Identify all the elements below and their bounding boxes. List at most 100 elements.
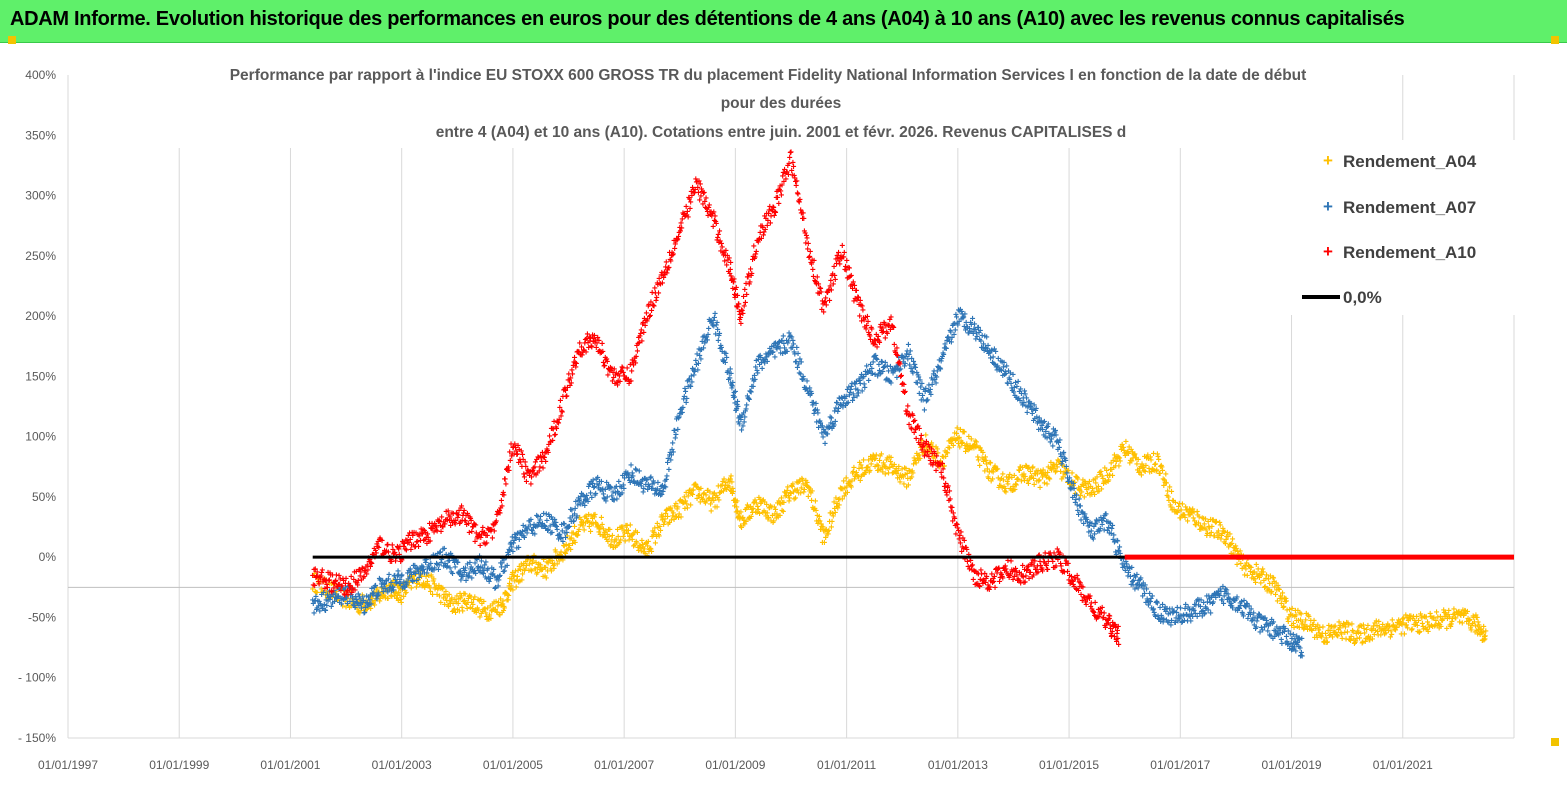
- point-0-69-23: +: [1470, 611, 1476, 622]
- point-0-8-22: +: [463, 599, 469, 610]
- point-0-51-22: +: [1169, 506, 1175, 517]
- point-0-35-19: +: [900, 472, 906, 483]
- point-0-29-3: +: [790, 480, 796, 491]
- point-0-66-8: +: [1411, 612, 1417, 623]
- point-0-41-6: +: [992, 462, 998, 473]
- point-0-59-13: +: [1297, 608, 1303, 619]
- point-0-13-0: +: [527, 559, 533, 570]
- y-tick-label-11: - 150%: [18, 731, 56, 745]
- point-0-53-15: +: [1198, 524, 1204, 535]
- point-1-0-17: +: [321, 588, 327, 599]
- point-0-23-2: +: [695, 483, 701, 494]
- point-0-53-13: +: [1197, 525, 1203, 536]
- point-0-11-20: +: [507, 584, 513, 595]
- point-0-60-23: +: [1320, 623, 1326, 634]
- point-0-59-12: +: [1296, 623, 1302, 634]
- point-0-19-22: +: [641, 547, 647, 558]
- point-0-50-7: +: [1143, 461, 1149, 472]
- point-0-11-21: +: [508, 585, 514, 596]
- point-0-32-21: +: [852, 474, 858, 485]
- point-0-64-11: +: [1379, 625, 1385, 636]
- point-0-70-20: +: [1481, 622, 1487, 633]
- point-0-62-2: +: [1340, 622, 1346, 633]
- point-0-31-4: +: [824, 530, 830, 541]
- point-0-26-16: +: [748, 512, 754, 523]
- point-0-65-19: +: [1401, 614, 1407, 625]
- point-1-4-21: +: [390, 583, 396, 594]
- point-2-29-9: +: [794, 177, 800, 188]
- point-0-10-5: +: [485, 614, 491, 625]
- point-0-51-0: +: [1155, 452, 1161, 463]
- point-0-19-6: +: [631, 541, 637, 552]
- point-0-65-2: +: [1390, 622, 1396, 633]
- point-0-42-14: +: [1014, 475, 1020, 486]
- point-1-6-3: +: [412, 561, 418, 572]
- point-0-57-1: +: [1256, 571, 1262, 582]
- point-0-45-3: +: [1057, 457, 1063, 468]
- point-0-49-16: +: [1132, 450, 1138, 461]
- point-0-21-1: +: [661, 520, 667, 531]
- point-0-46-20: +: [1085, 489, 1091, 500]
- point-0-56-4: +: [1241, 563, 1247, 574]
- point-0-70-22: +: [1482, 632, 1488, 643]
- point-0-51-9: +: [1161, 481, 1167, 492]
- point-0-27-5: +: [758, 499, 764, 510]
- point-0-8-7: +: [453, 597, 459, 608]
- legend-label-a10: Rendement_A10: [1343, 243, 1476, 262]
- point-0-67-13: +: [1430, 613, 1436, 624]
- point-0-39-2: +: [956, 433, 962, 444]
- point-0-52-24: +: [1187, 510, 1193, 521]
- point-0-30-24: +: [820, 523, 826, 534]
- point-1-4-16: +: [387, 584, 393, 595]
- point-0-20-16: +: [654, 532, 660, 543]
- point-0-36-17: +: [916, 455, 922, 466]
- point-0-12-13: +: [518, 559, 524, 570]
- point-0-63-21: +: [1369, 626, 1375, 637]
- point-1-0-16: +: [320, 604, 326, 615]
- point-1-6-4: +: [412, 569, 418, 580]
- point-0-25-20: +: [735, 513, 741, 524]
- point-0-32-20: +: [851, 463, 857, 474]
- point-0-25-25: +: [738, 521, 744, 532]
- point-0-46-8: +: [1077, 486, 1083, 497]
- point-0-27-11: +: [762, 498, 768, 509]
- point-0-55-20: +: [1235, 547, 1241, 558]
- point-0-6-8: +: [421, 578, 427, 589]
- point-0-48-4: +: [1108, 465, 1114, 476]
- point-0-58-24: +: [1287, 610, 1293, 621]
- point-0-12-10: +: [516, 562, 522, 573]
- point-1-6-8: +: [415, 564, 421, 575]
- point-0-30-15: +: [814, 511, 820, 522]
- point-0-42-4: +: [1008, 484, 1014, 495]
- point-0-68-2: +: [1440, 614, 1446, 625]
- point-0-1-0: +: [332, 593, 338, 604]
- point-1-3-12: +: [368, 590, 374, 601]
- point-0-1-3: +: [335, 596, 341, 607]
- point-0-48-10: +: [1112, 450, 1118, 461]
- point-0-52-0: +: [1172, 508, 1178, 519]
- point-0-4-0: +: [388, 579, 394, 590]
- point-1-1-24: +: [342, 594, 348, 605]
- point-0-55-7: +: [1226, 540, 1232, 551]
- point-0-60-20: +: [1318, 631, 1324, 642]
- point-0-9-2: +: [467, 591, 473, 602]
- point-0-4-7: +: [391, 581, 397, 592]
- point-0-6-1: +: [416, 567, 422, 578]
- point-0-52-16: +: [1182, 513, 1188, 524]
- point-0-46-24: +: [1087, 491, 1093, 502]
- point-1-0-20: +: [323, 606, 329, 617]
- point-0-5-16: +: [409, 573, 415, 584]
- point-0-19-0: +: [627, 532, 633, 543]
- point-0-15-6: +: [564, 546, 570, 557]
- point-0-56-17: +: [1249, 570, 1255, 581]
- point-0-19-21: +: [640, 543, 646, 554]
- point-0-32-8: +: [843, 474, 849, 485]
- point-0-39-5: +: [958, 437, 964, 448]
- point-0-23-24: +: [709, 496, 715, 507]
- point-0-16-9: +: [583, 519, 589, 530]
- x-tick-label-2: 01/01/2001: [260, 758, 320, 772]
- point-0-18-18: +: [622, 528, 628, 539]
- point-0-62-19: +: [1351, 635, 1357, 646]
- point-0-61-25: +: [1338, 628, 1344, 639]
- point-0-12-5: +: [513, 582, 519, 593]
